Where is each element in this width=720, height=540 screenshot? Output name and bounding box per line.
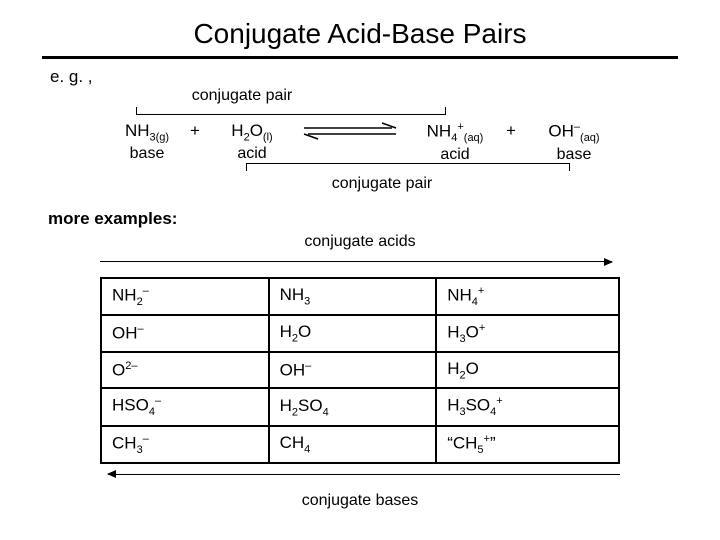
species-1: NH3(g) base [112,121,182,163]
conjugate-pair-top-bracket [136,107,446,115]
species-3: NH4+(aq) acid [410,121,500,164]
species-2-role: acid [217,145,287,163]
table-cell: NH2– [101,278,269,315]
table-cell: H3O+ [436,315,619,352]
more-examples-label: more examples: [48,209,678,229]
plus-1: + [190,121,200,141]
title-rule [42,56,678,59]
table-row: HSO4–H2SO4H3SO4+ [101,388,619,425]
conjugate-pair-bottom-label: conjugate pair [322,175,442,193]
table-cell: OH– [269,352,437,388]
conjugate-acids-label: conjugate acids [42,233,678,251]
table-cell: NH3 [269,278,437,315]
table-cell: CH4 [269,426,437,463]
conjugate-pair-top-label: conjugate pair [182,87,302,105]
table-row: NH2–NH3NH4+ [101,278,619,315]
table-cell: H2O [269,315,437,352]
conjugate-table: NH2–NH3NH4+OH–H2OH3O+O2–OH–H2OHSO4–H2SO4… [100,277,620,464]
page-title: Conjugate Acid-Base Pairs [42,18,678,50]
species-3-formula: NH4+(aq) [410,121,500,144]
eg-label: e. g. , [50,67,678,87]
conjugate-bases-label: conjugate bases [42,492,678,510]
species-2: H2O(l) acid [217,121,287,163]
conjugate-pair-bottom-bracket [246,163,570,171]
species-4-formula: OH–(aq) [534,121,614,144]
species-3-role: acid [410,146,500,164]
equilibrium-arrow-icon [300,121,400,141]
table-row: CH3–CH4“CH5+” [101,426,619,463]
equation: conjugate pair NH3(g) base + H2O(l) acid… [42,91,678,203]
conjugate-acids-arrow [100,255,620,277]
conjugate-bases-arrow [100,468,620,490]
table-cell: CH3– [101,426,269,463]
table-cell: H3SO4+ [436,388,619,425]
species-4: OH–(aq) base [534,121,614,164]
table-row: O2–OH–H2O [101,352,619,388]
table-cell: O2– [101,352,269,388]
table-cell: “CH5+” [436,426,619,463]
table-cell: H2O [436,352,619,388]
table-cell: H2SO4 [269,388,437,425]
table-row: OH–H2OH3O+ [101,315,619,352]
species-1-role: base [112,145,182,163]
table-cell: NH4+ [436,278,619,315]
plus-2: + [506,121,516,141]
table-cell: HSO4– [101,388,269,425]
species-1-formula: NH3(g) [112,121,182,143]
table-cell: OH– [101,315,269,352]
species-2-formula: H2O(l) [217,121,287,143]
species-4-role: base [534,146,614,164]
